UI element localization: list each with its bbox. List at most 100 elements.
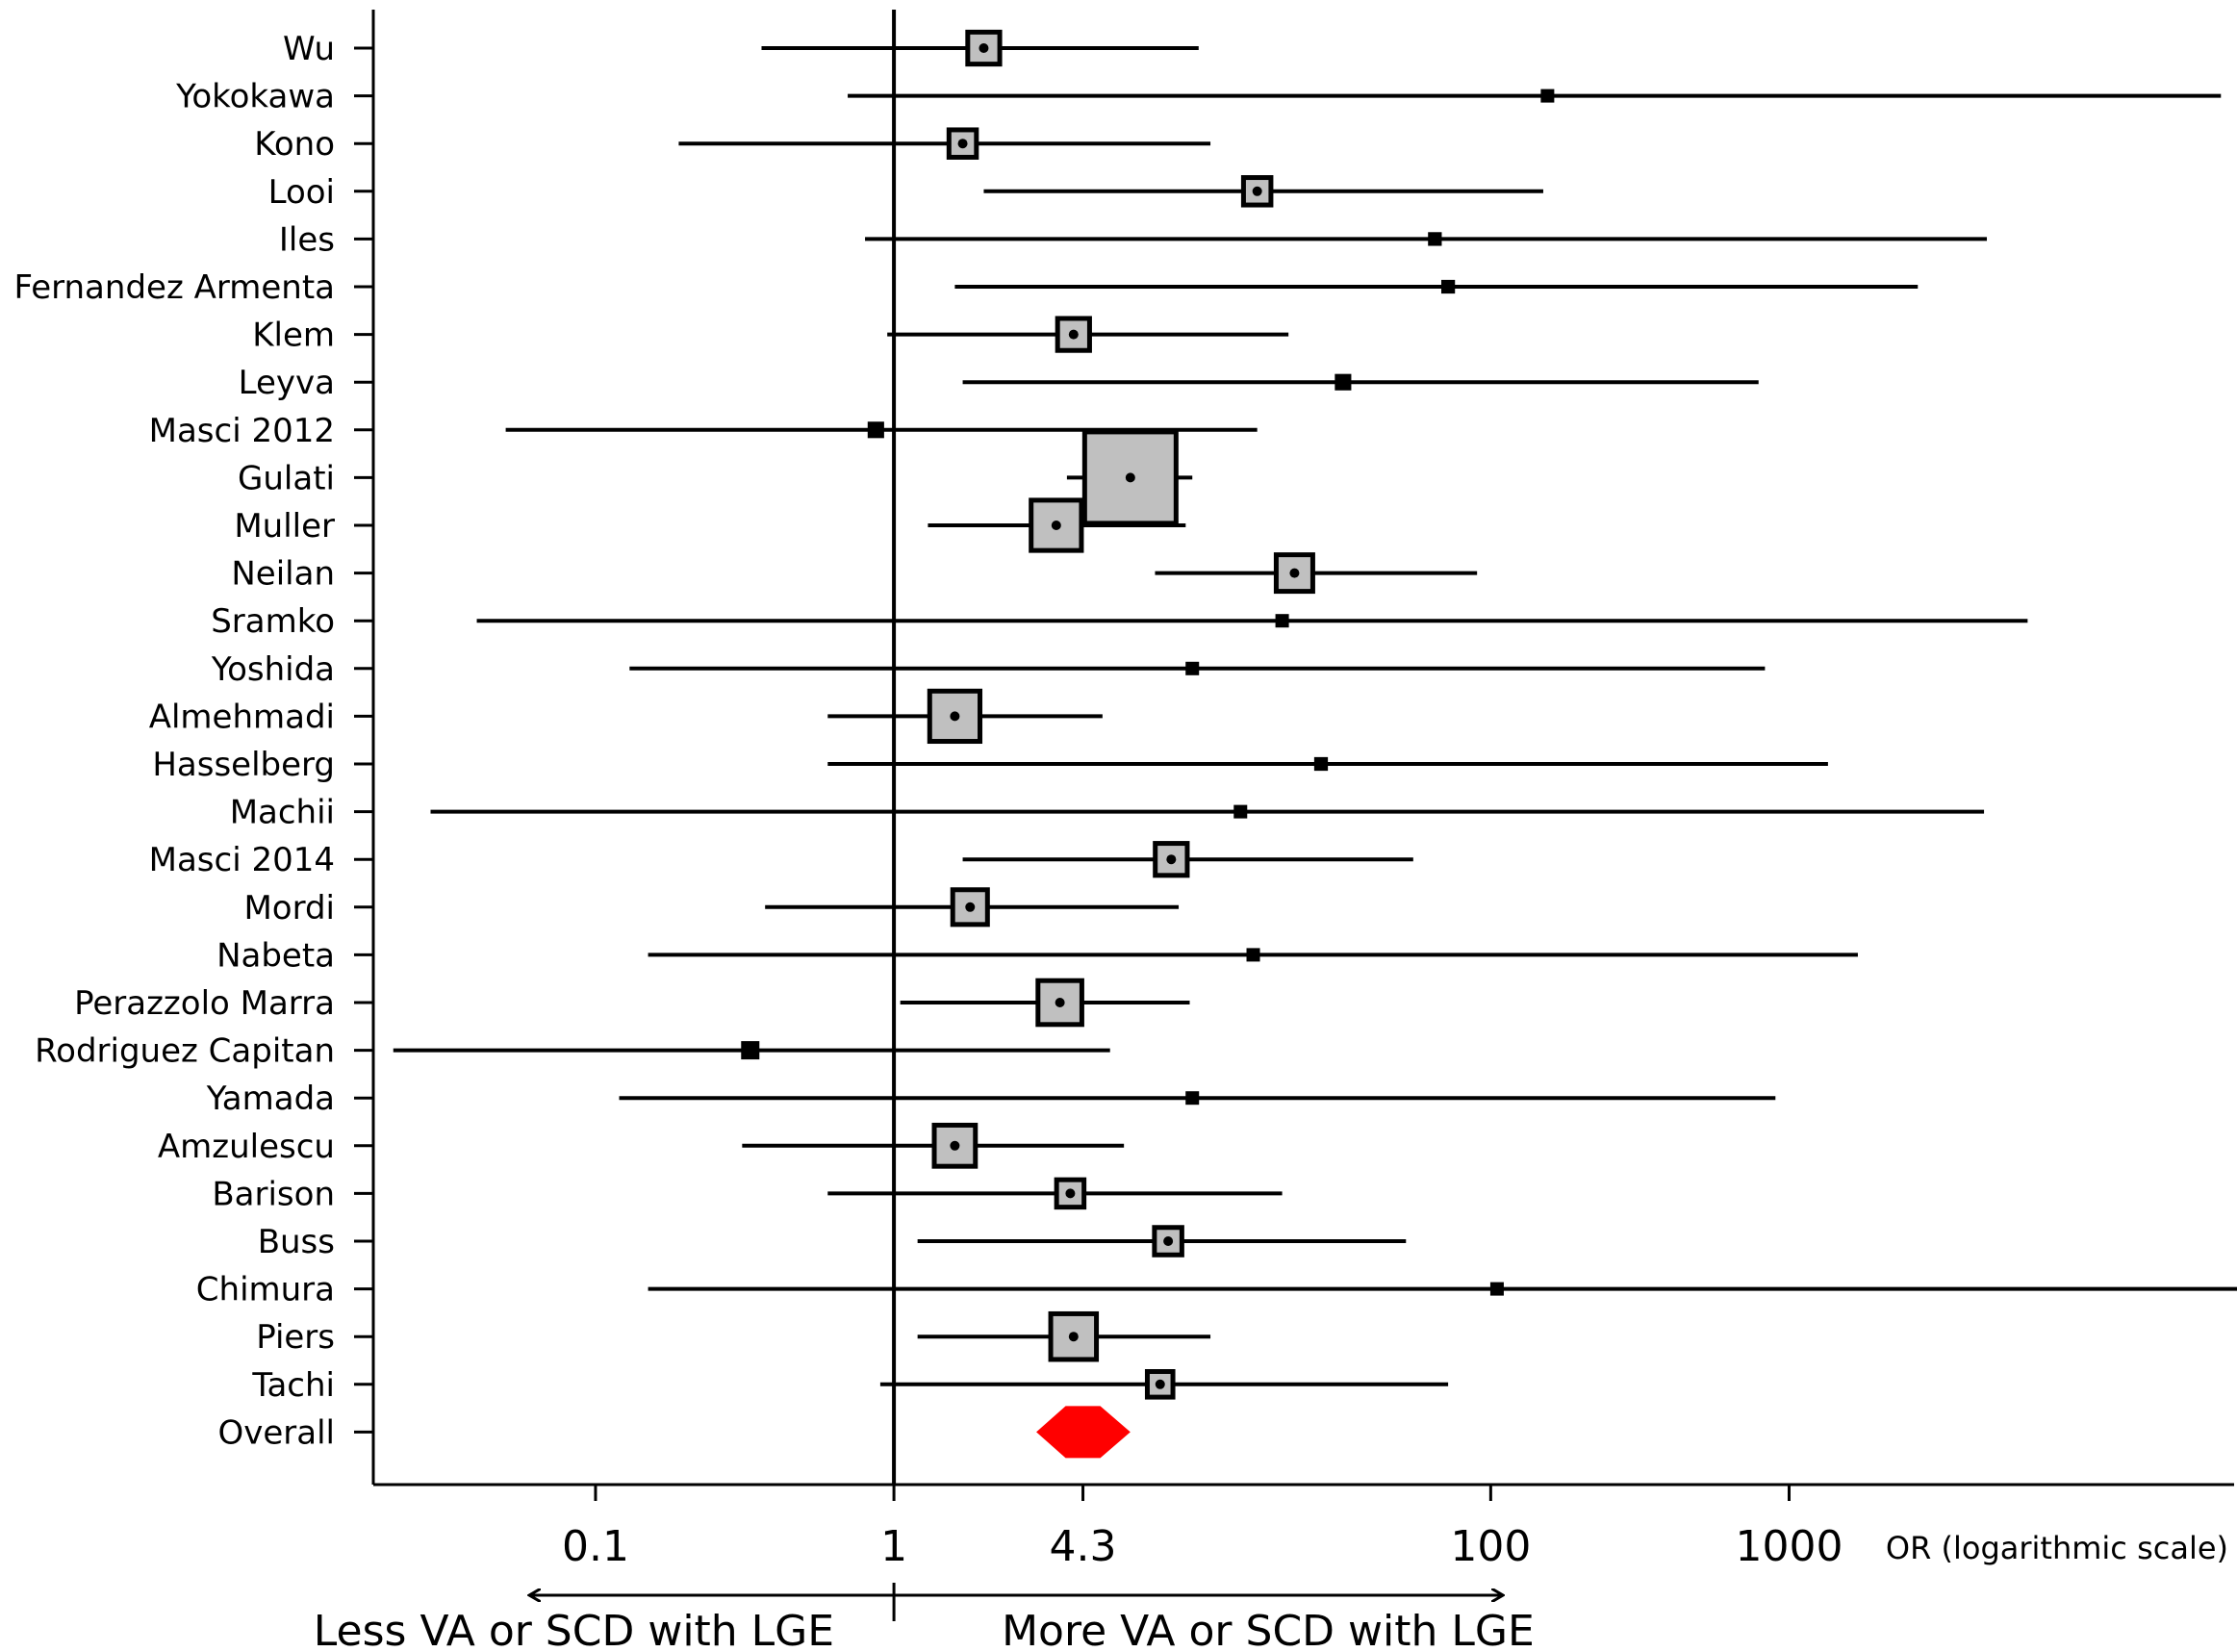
study-label: Hasselberg [152, 746, 335, 784]
study-label: Machii [230, 794, 335, 832]
study-row: Hasselberg [152, 746, 1828, 784]
point-estimate [979, 43, 989, 53]
x-tick-label: 4.3 [1050, 1522, 1117, 1571]
study-row: Perazzolo Marra [74, 978, 1190, 1028]
point-estimate [950, 711, 960, 722]
study-label: Wu [283, 30, 335, 68]
study-label: Sramko [211, 602, 335, 641]
overall-diamond [1036, 1406, 1131, 1459]
study-label: Klem [252, 317, 335, 355]
point-estimate [1233, 804, 1248, 819]
study-label: Rodriguez Capitan [35, 1032, 335, 1071]
point-estimate [1068, 329, 1079, 340]
study-label: Masci 2014 [149, 841, 335, 879]
point-estimate [957, 139, 968, 149]
study-row: Iles [279, 220, 1988, 259]
studies-layer: Wu Yokokawa Kono Looi Iles Fernandez Armenta K… [14, 29, 2237, 1405]
study-label: Gulati [238, 459, 335, 497]
study-row: Klem [252, 316, 1289, 355]
point-estimate [1125, 472, 1135, 483]
study-row: Almehmadi [149, 688, 1103, 745]
study-row: Looi [268, 173, 1543, 212]
point-estimate [1246, 948, 1260, 962]
x-axis-title: OR (logarithmic scale) [1886, 1530, 2228, 1566]
study-row: Buss [258, 1223, 1407, 1261]
study-label: Almehmadi [149, 698, 335, 736]
study-label: Yamada [206, 1080, 335, 1118]
point-estimate [1065, 1188, 1076, 1199]
study-label: Nabeta [216, 936, 335, 975]
point-estimate [950, 1140, 960, 1151]
point-estimate [1275, 614, 1289, 628]
study-row: Sramko [211, 602, 2028, 641]
study-row: Fernandez Armenta [14, 268, 1919, 307]
point-estimate [867, 421, 884, 439]
point-estimate [741, 1041, 760, 1060]
study-row: Machii [230, 794, 1985, 832]
study-row: Kono [254, 125, 1211, 164]
weight-box [1055, 316, 1092, 353]
study-label: Buss [258, 1223, 335, 1261]
study-label: Yoshida [211, 650, 335, 689]
study-row: Muller [234, 497, 1186, 553]
point-estimate [1440, 279, 1456, 294]
study-row: Nabeta [216, 936, 1858, 975]
point-estimate [1489, 1282, 1504, 1296]
study-row: Barison [212, 1175, 1283, 1213]
weight-box [1144, 1369, 1176, 1400]
weight-box [1048, 1310, 1100, 1362]
study-row: Amzulescu [158, 1122, 1125, 1169]
point-estimate [1068, 1332, 1079, 1342]
study-label: Yokokawa [175, 78, 335, 116]
x-tick-label: 0.1 [562, 1522, 629, 1571]
point-estimate [1051, 521, 1061, 530]
x-tick-label: 1 [880, 1522, 907, 1571]
left-direction-label: Less VA or SCD with LGE [314, 1607, 834, 1652]
right-direction-label: More VA or SCD with LGE [1002, 1607, 1535, 1652]
point-estimate [1540, 89, 1555, 103]
point-estimate [1335, 373, 1352, 391]
point-estimate [965, 902, 976, 912]
study-label: Looi [268, 173, 335, 212]
study-row: Yoshida [211, 650, 1766, 689]
point-estimate [1055, 998, 1065, 1007]
study-label: Tachi [251, 1366, 335, 1405]
study-row: Yamada [206, 1080, 1776, 1118]
overall-label: Overall [217, 1413, 335, 1452]
study-row: Tachi [251, 1366, 1449, 1405]
study-row: Yokokawa [175, 78, 2222, 116]
study-row: Chimura [196, 1271, 2237, 1309]
study-row: Piers [256, 1310, 1211, 1362]
study-row: Rodriguez Capitan [35, 1032, 1110, 1071]
study-label: Piers [256, 1318, 335, 1357]
study-label: Kono [254, 125, 335, 164]
point-estimate [1185, 661, 1200, 675]
point-estimate [1252, 186, 1262, 196]
study-row: Masci 2014 [149, 841, 1413, 879]
overall-layer: Overall [217, 1406, 1131, 1459]
study-label: Mordi [243, 889, 335, 928]
point-estimate [1163, 1236, 1174, 1246]
study-label: Amzulescu [158, 1128, 335, 1166]
study-label: Muller [234, 507, 335, 546]
x-ticks: 0.1 1 4.3 100 1000 [562, 1485, 1843, 1571]
study-label: Masci 2012 [149, 412, 335, 450]
weight-box [927, 688, 983, 745]
study-label: Leyva [239, 364, 335, 402]
study-label: Fernandez Armenta [14, 268, 335, 307]
point-estimate [1185, 1091, 1200, 1106]
study-row: Leyva [239, 364, 1759, 402]
point-estimate [1313, 756, 1329, 772]
study-label: Barison [212, 1175, 335, 1213]
study-label: Neilan [231, 555, 335, 594]
point-estimate [1155, 1379, 1165, 1389]
study-row: Wu [283, 29, 1199, 68]
study-label: Iles [279, 220, 335, 259]
study-label: Perazzolo Marra [74, 984, 335, 1023]
point-estimate [1289, 568, 1300, 578]
point-estimate [1166, 854, 1177, 865]
study-row: Neilan [231, 552, 1478, 595]
study-row: Gulati [238, 429, 1193, 526]
point-estimate [1428, 232, 1442, 246]
